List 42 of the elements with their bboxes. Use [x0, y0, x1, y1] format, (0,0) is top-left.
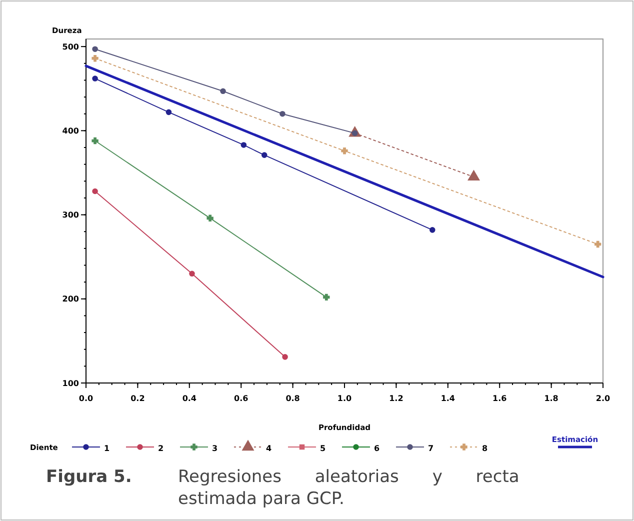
point [341, 148, 348, 154]
point [429, 227, 436, 233]
point [594, 240, 602, 248]
x-tick-label: 1.4 [440, 394, 456, 403]
point [92, 76, 98, 82]
legend-label: 8 [482, 444, 488, 453]
point [261, 152, 268, 158]
point [166, 109, 172, 116]
x-tick-label: 0.0 [78, 394, 94, 403]
point [92, 46, 98, 52]
point [220, 88, 226, 94]
point [280, 110, 286, 117]
legend-label: 5 [320, 444, 326, 453]
x-tick-label: 0.6 [234, 394, 249, 403]
point [92, 55, 98, 62]
y-tick-label: 100 [62, 378, 80, 388]
legend-label: 4 [266, 444, 272, 453]
y-tick-label: 500 [62, 42, 80, 52]
legend-label: 3 [212, 444, 218, 453]
x-tick-label: 1.6 [492, 394, 508, 403]
y-tick-label: 400 [62, 126, 80, 136]
y-tick-label: 300 [62, 210, 80, 220]
y-tick-label: 200 [62, 294, 80, 304]
point [323, 294, 330, 301]
x-tick-label: 1.2 [389, 394, 404, 403]
x-tick-label: 1.8 [544, 394, 559, 403]
point [240, 142, 247, 148]
point [92, 137, 98, 144]
legend-label: 6 [374, 444, 380, 453]
legend-label: 1 [104, 444, 110, 453]
legend-label: 7 [428, 444, 434, 453]
point [189, 270, 195, 277]
point [92, 188, 98, 194]
point [282, 354, 288, 360]
point [206, 214, 214, 222]
x-tick-label: 1.0 [337, 394, 352, 403]
x-tick-label: 0.8 [286, 394, 300, 403]
x-tick-label: 0.4 [182, 394, 197, 403]
x-tick-label: 2.0 [596, 394, 611, 403]
x-tick-label: 0.2 [130, 394, 145, 403]
text: Figura 5. Regresiones aleatorias y recta estimada para GCP. [46, 467, 520, 509]
legend-label: 2 [158, 444, 164, 453]
